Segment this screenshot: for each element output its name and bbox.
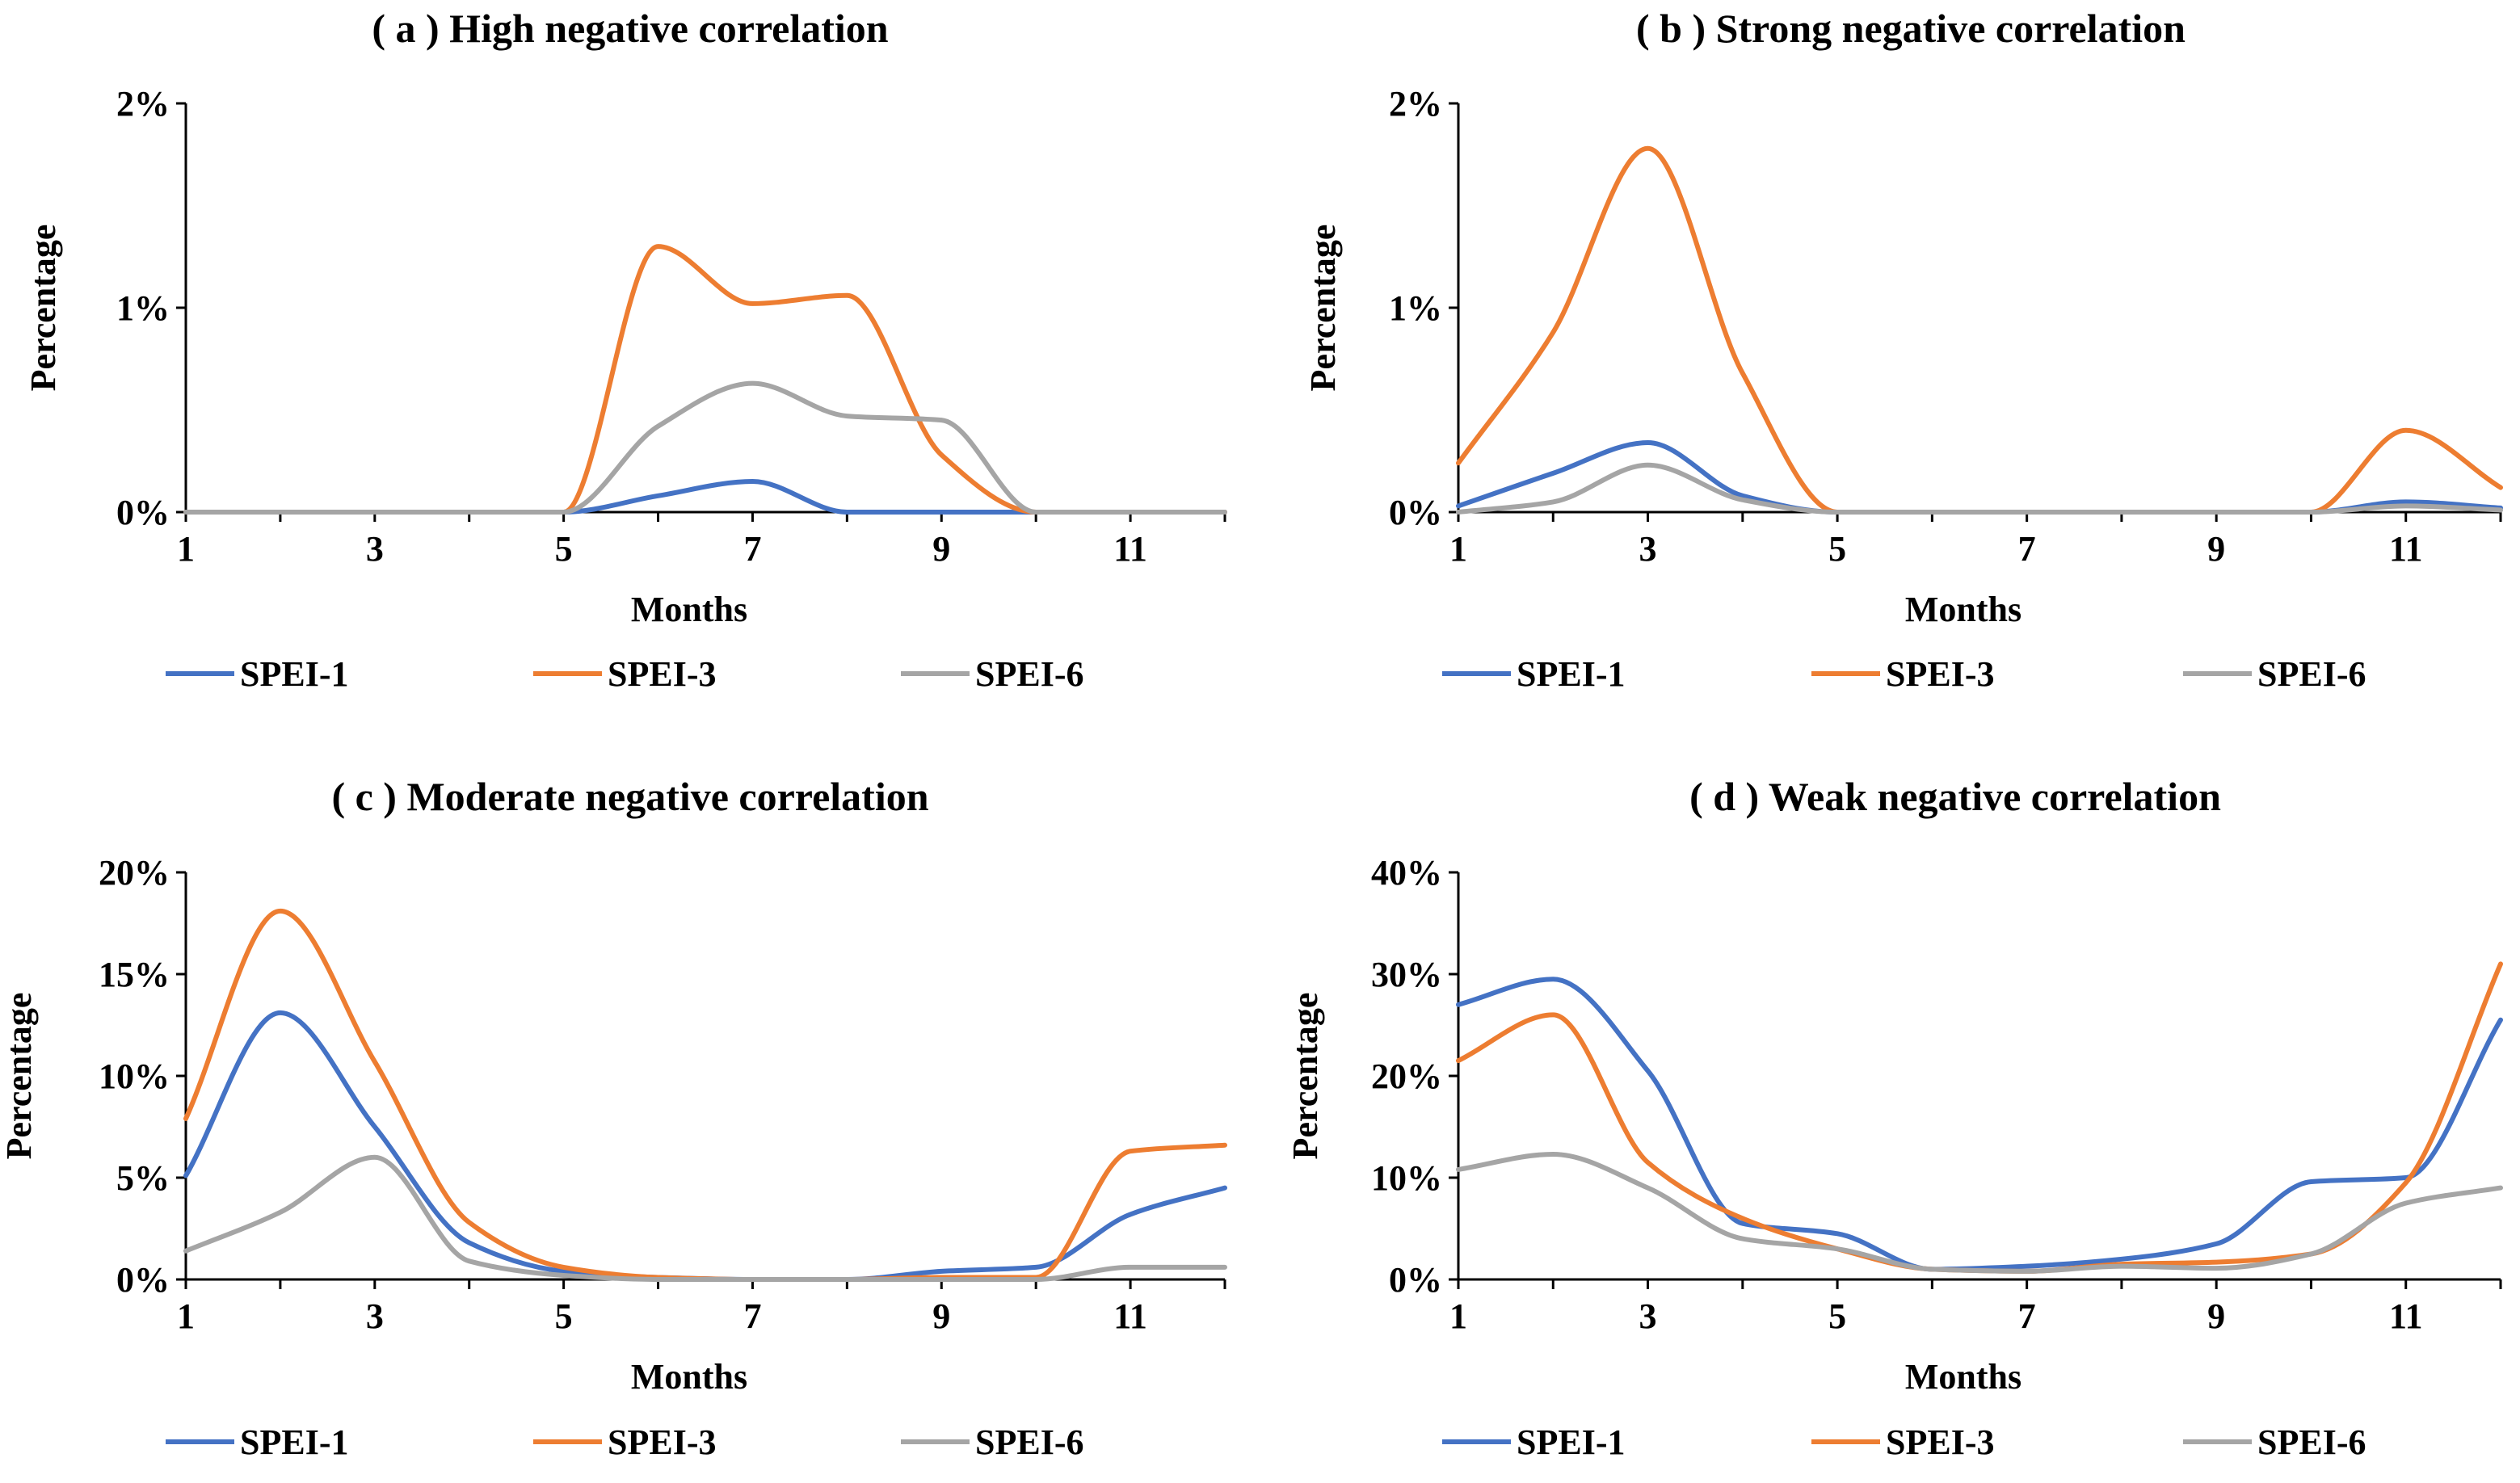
y-tick-label: 20% (99, 853, 170, 893)
series-line-spei-3 (1456, 961, 2503, 1274)
x-tick-label: 9 (2207, 1296, 2225, 1336)
series-line-spei-6 (183, 1154, 1227, 1283)
y-tick-label: 0% (116, 493, 170, 532)
x-axis-title: Months (1905, 590, 2021, 629)
y-tick-label: 10% (1371, 1158, 1442, 1198)
y-tick-label: 20% (1371, 1057, 1442, 1096)
x-tick-label: 11 (2389, 529, 2423, 569)
x-tick-label: 11 (2389, 1296, 2423, 1336)
y-tick-label: 0% (1389, 493, 1442, 532)
y-tick-label: 1% (116, 288, 170, 328)
y-axis-title: Percentage (1285, 993, 1325, 1160)
series-line-spei-1 (1456, 440, 2503, 515)
chart-title: ( b ) Strong negative correlation (1636, 6, 2186, 51)
y-tick-label: 0% (1389, 1260, 1442, 1300)
x-tick-label: 3 (1639, 1296, 1657, 1336)
y-tick-label: 1% (1389, 288, 1442, 328)
legend-label-spei-1: SPEI-1 (240, 1422, 348, 1462)
legend-label-spei-6: SPEI-6 (2257, 654, 2366, 694)
legend-label-spei-3: SPEI-3 (1886, 1422, 1994, 1462)
y-tick-label: 40% (1371, 853, 1442, 893)
x-tick-label: 7 (2018, 1296, 2036, 1336)
chart-panel-4: ( d ) Weak negative correlation 0% 10% 20% 3… (1285, 774, 2503, 1462)
legend-label-spei-1: SPEI-1 (240, 654, 348, 694)
x-tick-label: 9 (2207, 529, 2225, 569)
legend-label-spei-3: SPEI-3 (1886, 654, 1994, 694)
chart-panel-1: ( a ) High negative correlation 0% 1% 2% 1 3 5… (23, 6, 1227, 694)
series-line-spei-1 (183, 479, 1227, 515)
x-tick-label: 5 (555, 529, 573, 569)
y-tick-label: 30% (1371, 955, 1442, 994)
chart-title: ( a ) High negative correlation (372, 6, 888, 51)
series-line-spei-6 (1456, 462, 2503, 515)
y-axis-title: Percentage (0, 993, 39, 1160)
series-line-spei-3 (1456, 145, 2503, 515)
x-axis-title: Months (631, 1357, 747, 1397)
x-tick-label: 7 (743, 529, 761, 569)
series-line-spei-3 (183, 244, 1227, 515)
x-tick-label: 9 (932, 529, 950, 569)
x-tick-label: 1 (1449, 1296, 1467, 1336)
x-tick-label: 3 (366, 1296, 384, 1336)
series-line-spei-6 (183, 380, 1227, 515)
series-line-spei-3 (183, 908, 1227, 1283)
x-tick-label: 3 (366, 529, 384, 569)
x-tick-label: 1 (177, 529, 195, 569)
x-tick-label: 5 (1828, 1296, 1846, 1336)
y-tick-label: 10% (99, 1057, 170, 1096)
legend-label-spei-1: SPEI-1 (1517, 654, 1625, 694)
series-line-spei-6 (1456, 1152, 2503, 1274)
legend-label-spei-3: SPEI-3 (608, 1422, 716, 1462)
y-tick-label: 0% (116, 1260, 170, 1300)
x-axis-title: Months (1905, 1357, 2021, 1397)
y-axis-title: Percentage (23, 225, 63, 392)
x-tick-label: 9 (932, 1296, 950, 1336)
y-tick-label: 5% (116, 1158, 170, 1198)
y-axis-title: Percentage (1303, 225, 1343, 392)
x-tick-label: 7 (2018, 529, 2036, 569)
x-tick-label: 1 (1449, 529, 1467, 569)
y-tick-label: 2% (116, 84, 170, 124)
legend-label-spei-1: SPEI-1 (1517, 1422, 1625, 1462)
y-tick-label: 2% (1389, 84, 1442, 124)
x-tick-label: 11 (1113, 529, 1147, 569)
x-tick-label: 1 (177, 1296, 195, 1336)
x-axis-title: Months (631, 590, 747, 629)
x-tick-label: 5 (555, 1296, 573, 1336)
chart-title: ( d ) Weak negative correlation (1689, 774, 2221, 819)
chart-panel-2: ( b ) Strong negative correlation 0% 1% 2% 1… (1303, 6, 2503, 694)
x-tick-label: 7 (743, 1296, 761, 1336)
legend-label-spei-6: SPEI-6 (2257, 1422, 2366, 1462)
x-tick-label: 3 (1639, 529, 1657, 569)
x-tick-label: 5 (1828, 529, 1846, 569)
chart-title: ( c ) Moderate negative correlation (331, 774, 928, 819)
legend-label-spei-6: SPEI-6 (975, 1422, 1083, 1462)
chart-panel-3: ( c ) Moderate negative correlation 0% 5% 1… (0, 774, 1227, 1462)
series-line-spei-1 (1456, 977, 2503, 1272)
legend-label-spei-3: SPEI-3 (608, 654, 716, 694)
x-tick-label: 11 (1113, 1296, 1147, 1336)
legend-label-spei-6: SPEI-6 (975, 654, 1083, 694)
y-tick-label: 15% (99, 955, 170, 994)
